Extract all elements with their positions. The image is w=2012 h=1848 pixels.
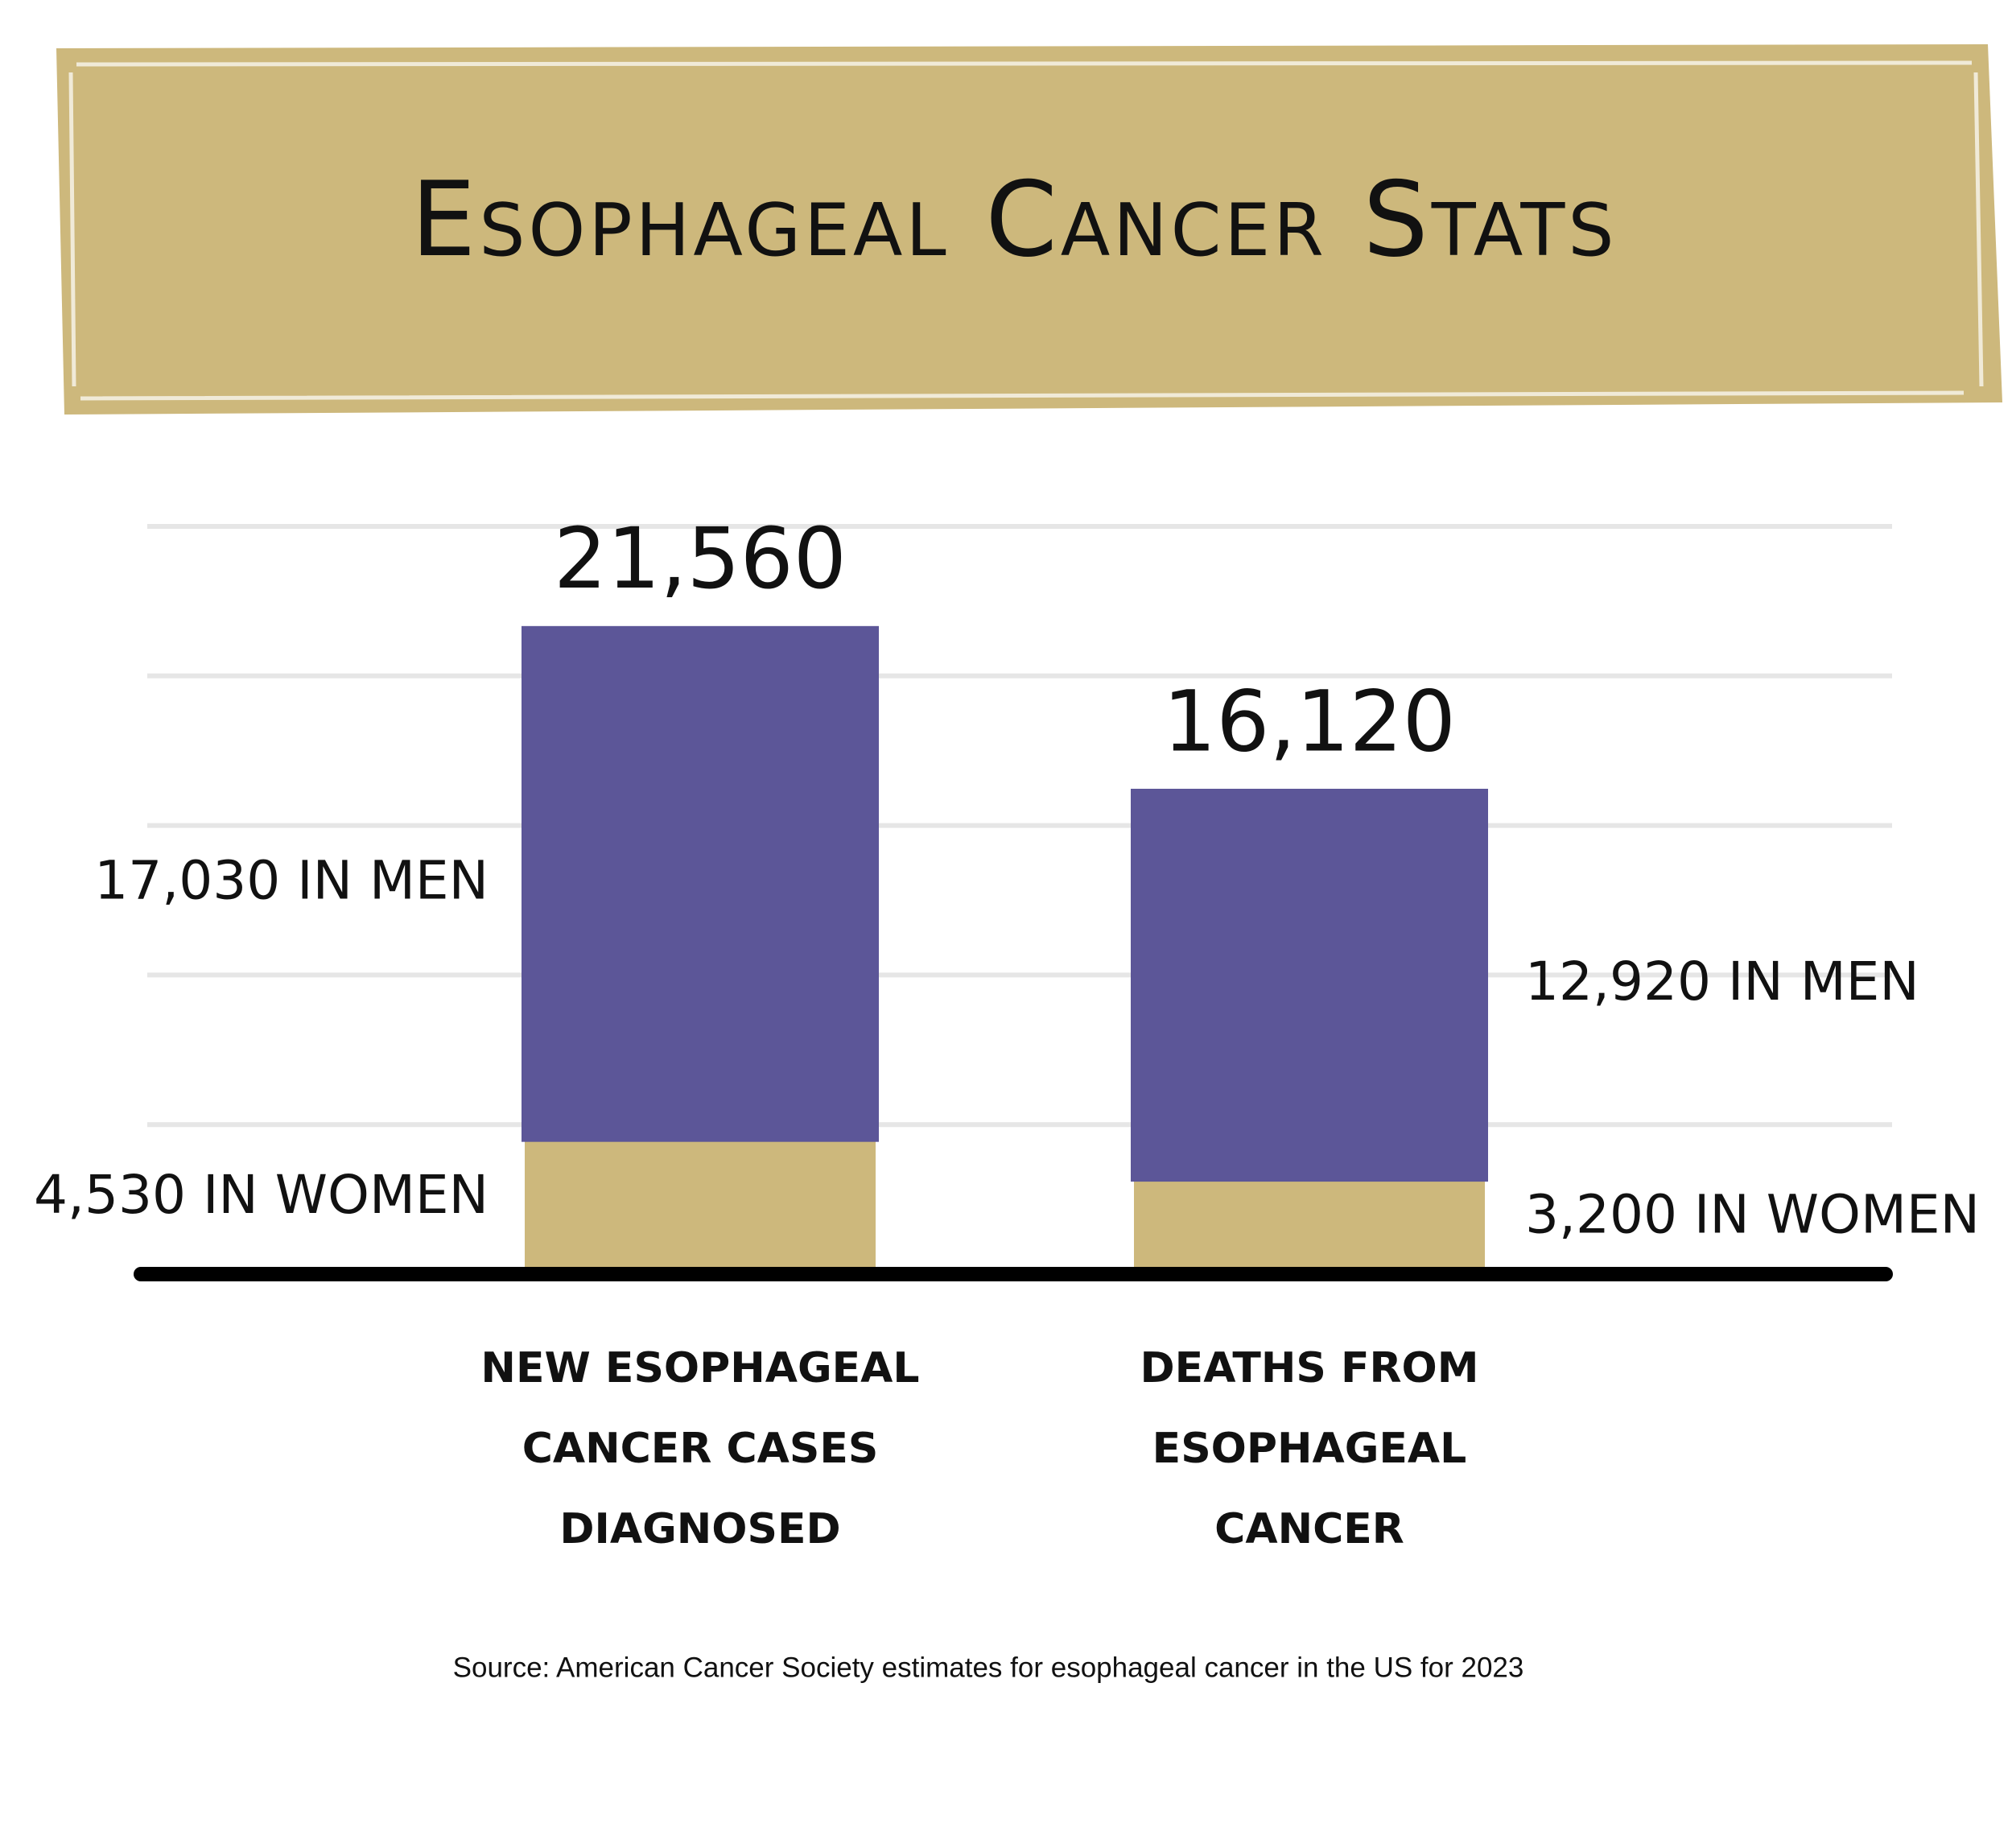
- value-label: 4,530 IN WOMEN: [34, 1164, 489, 1226]
- x-tick-label-box: DEATHS FROM ESOPHAGEAL CANCER: [1140, 1344, 1479, 1553]
- chart-title: Esophageal Cancer Stats: [411, 160, 1618, 280]
- source-note: Source: American Cancer Society estimate…: [453, 1652, 1524, 1683]
- value-label: 3,200 IN WOMEN: [1525, 1184, 1980, 1246]
- total-label: 16,120: [1163, 672, 1456, 770]
- value-label: 17,030 IN MEN: [94, 849, 489, 911]
- value-label: 12,920 IN MEN: [1525, 951, 1919, 1013]
- total-label: 21,560: [554, 509, 847, 608]
- bar-segment: [1131, 788, 1488, 1182]
- bar-segment: [525, 1138, 876, 1274]
- x-tick-label-box: NEW ESOPHAGEAL CANCER CASES DIAGNOSED: [480, 1344, 920, 1553]
- x-tick-label: DEATHS FROM ESOPHAGEAL CANCER: [1140, 1344, 1479, 1553]
- bar-segment: [1134, 1178, 1485, 1274]
- banner-sketch: [68, 60, 1984, 401]
- title-banner: [56, 44, 2002, 415]
- bar-segment: [522, 625, 879, 1142]
- x-tick-label: NEW ESOPHAGEAL CANCER CASES DIAGNOSED: [480, 1344, 920, 1553]
